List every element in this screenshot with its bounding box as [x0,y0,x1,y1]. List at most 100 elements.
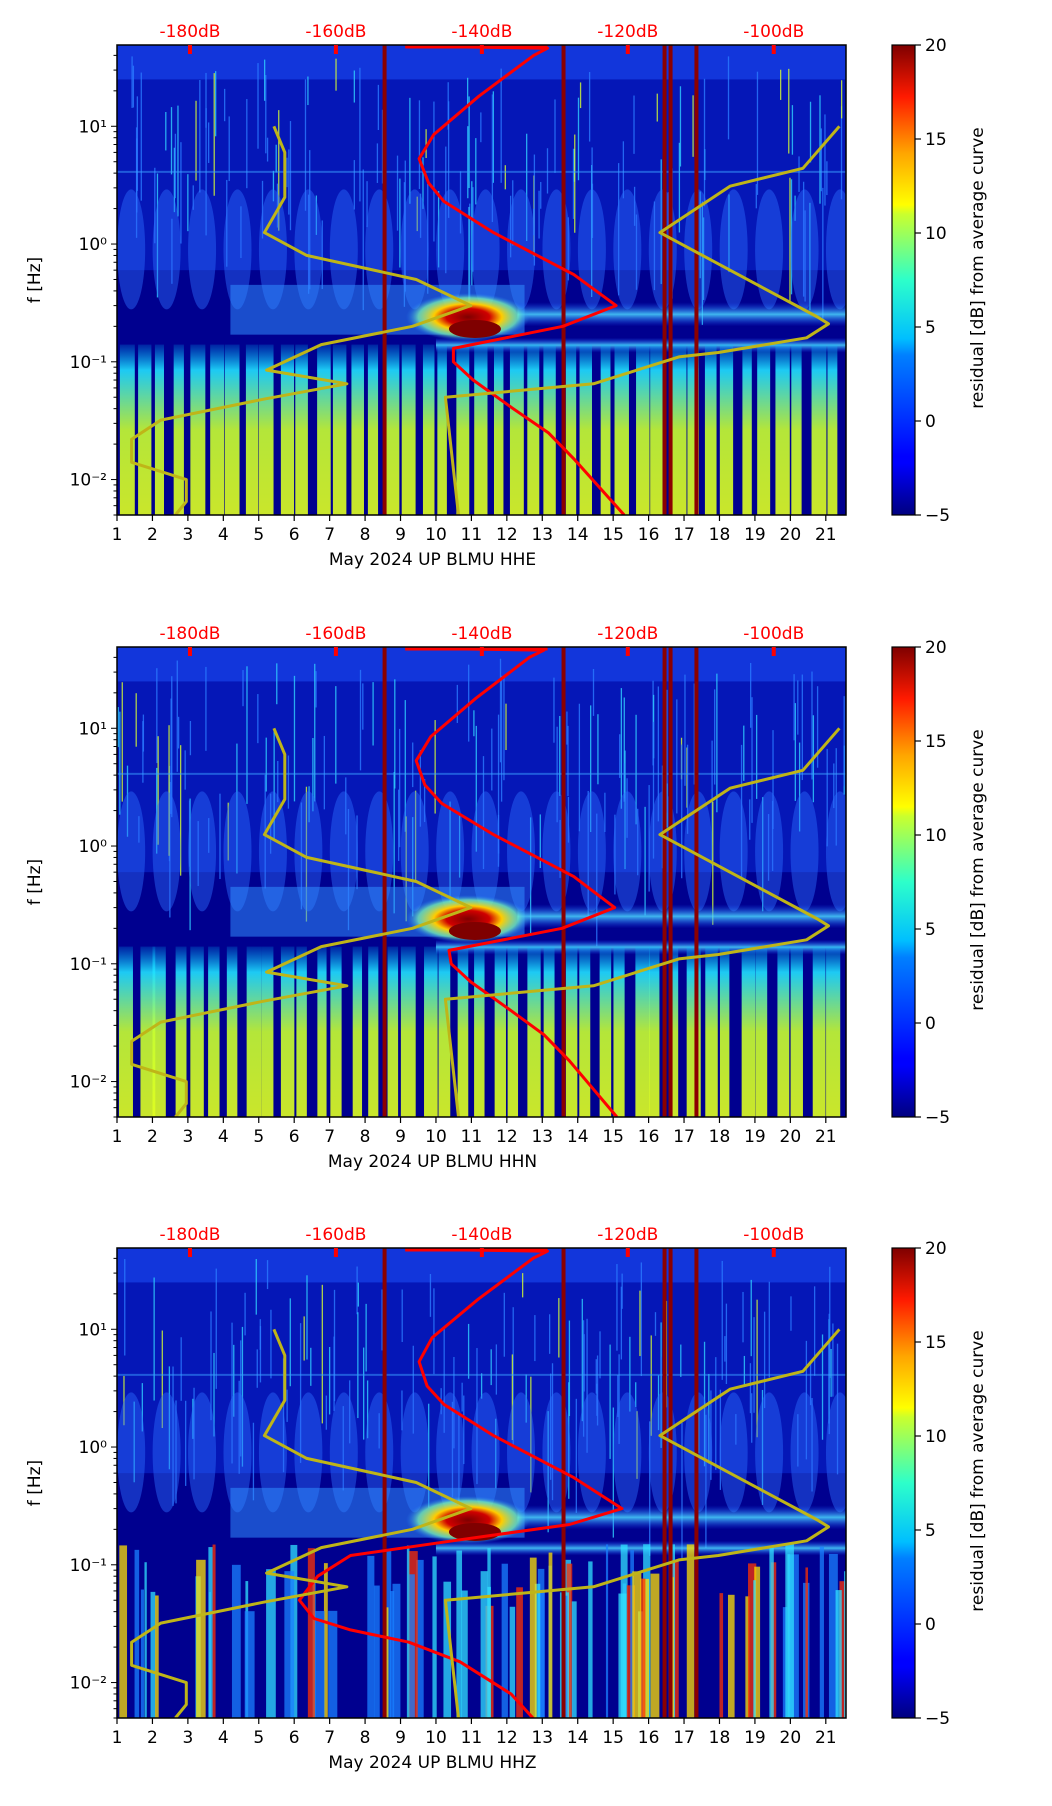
low-frequency-transient [501,1563,508,1718]
diurnal-blob [436,791,465,912]
x-tick-label: 21 [815,1127,837,1147]
noise-streak [208,818,210,853]
noise-streak [213,1352,215,1437]
noise-streak [623,763,625,802]
noise-streak [797,1414,799,1467]
x-tick-label: 14 [567,1728,589,1748]
x-tick-label: 18 [709,525,731,545]
low-frequency-column [208,946,220,1117]
event-line [382,1248,387,1718]
diurnal-blob [117,189,146,310]
diurnal-blob [223,791,252,912]
noise-streak [192,185,194,210]
noise-streak [750,662,752,728]
noise-streak [721,1260,723,1380]
x-tick-label: 9 [395,1728,406,1748]
noise-streak [453,1356,455,1449]
noise-streak [714,689,716,785]
colorbar-tick-label: −5 [925,1108,950,1128]
low-frequency-transient [844,1571,846,1718]
y-axis-label: f [Hz] [25,859,45,905]
diurnal-blob [719,189,748,310]
colorbar-tick-label: 0 [925,1014,936,1034]
event-line [662,45,667,515]
noise-streak [617,1375,619,1418]
noise-streak [241,1326,244,1467]
noise-streak [365,1303,367,1372]
noise-streak [171,218,173,284]
noise-streak [353,160,355,210]
noise-streak [728,194,730,273]
noise-streak [699,191,701,279]
noise-streak [246,99,248,189]
x-tick-label: 6 [289,1127,300,1147]
noise-streak [228,116,230,182]
db-tick [333,647,338,656]
noise-streak [604,792,606,833]
noise-streak [574,134,576,233]
noise-streak [596,1383,598,1416]
noise-streak [240,1340,242,1457]
x-axis-label: May 2024 UP BLMU HHN [328,1152,537,1172]
noise-streak [398,728,401,848]
noise-streak [473,710,475,737]
diurnal-blob [577,791,606,912]
noise-streak [140,72,142,201]
noise-streak [265,737,267,792]
low-frequency-transient [529,1557,537,1718]
noise-streak [512,1307,514,1447]
noise-streak [701,201,704,325]
db-tick [187,1248,192,1257]
noise-streak [809,202,811,311]
low-frequency-column [600,344,611,515]
noise-streak [577,97,580,181]
low-frequency-transient [650,1573,660,1718]
noise-streak [715,1357,717,1470]
colorbar-tick-label: 20 [925,1239,947,1259]
diurnal-blob [294,791,323,912]
x-tick-label: 1 [112,1127,123,1147]
noise-streak [133,1401,135,1483]
diurnal-blob [117,1392,146,1513]
noise-streak [841,80,843,119]
microseism-band [517,1505,846,1530]
low-frequency-column [686,946,701,1117]
diurnal-blob [471,189,500,310]
low-frequency-column [579,344,592,515]
low-frequency-column [507,946,519,1117]
noise-streak [756,71,759,195]
noise-streak [751,697,753,823]
noise-streak [626,778,628,838]
x-tick-label: 6 [289,1728,300,1748]
diurnal-blob [755,189,784,310]
x-tick-label: 17 [673,1127,695,1147]
noise-streak [475,725,477,852]
event-line [668,647,673,1117]
noise-streak [725,1303,728,1384]
x-tick-label: 11 [461,525,483,545]
y-tick-label: 10¹ [79,1320,107,1340]
low-frequency-column [280,946,295,1117]
noise-streak [328,1346,331,1415]
low-frequency-transient [640,1578,646,1718]
noise-streak [767,814,770,881]
db-tick [187,647,192,656]
noise-streak [172,1366,174,1506]
low-frequency-column [687,344,699,515]
db-tick-label: -180dB [159,22,220,42]
diurnal-blob [613,189,642,310]
noise-streak [168,725,170,856]
noise-streak [304,79,307,211]
db-tick-label: -100dB [743,22,804,42]
noise-streak [401,1390,403,1431]
x-tick-label: 9 [395,1127,406,1147]
low-frequency-column [152,946,166,1117]
noise-streak [588,72,591,142]
noise-streak [412,817,414,917]
low-frequency-column [636,344,650,515]
low-frequency-transient [588,1561,593,1718]
low-frequency-transient [571,1601,577,1718]
low-frequency-transient [144,1562,147,1718]
diurnal-blob [790,189,819,310]
